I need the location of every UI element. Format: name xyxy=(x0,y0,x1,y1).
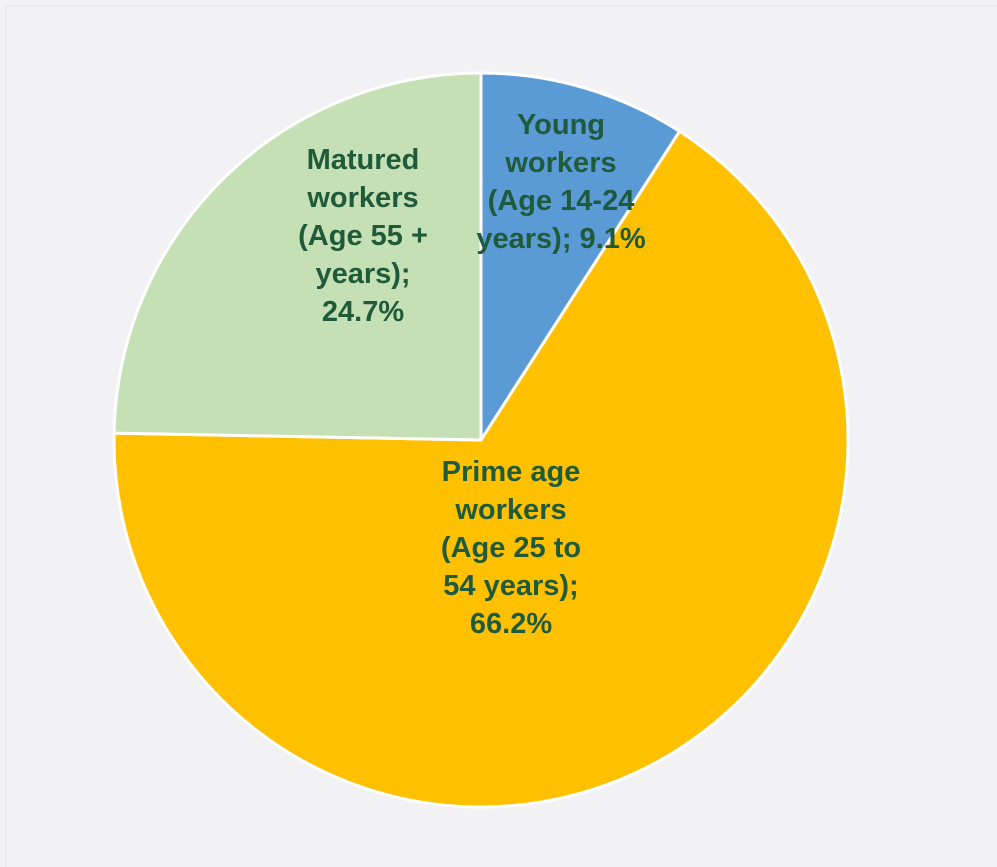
pie-label-line: (Age 14-24 xyxy=(488,185,635,217)
pie-label-line: Prime age xyxy=(442,456,581,488)
chart-frame xyxy=(5,5,997,867)
pie-label-line: Young xyxy=(517,109,605,141)
pie-label-line: 54 years); xyxy=(443,570,578,602)
pie-slice-2 xyxy=(112,129,850,809)
pie-slices xyxy=(112,71,850,809)
pie-label-line: 66.2% xyxy=(470,608,552,640)
pie-label-line: 24.7% xyxy=(322,296,404,328)
pie-label-line: workers xyxy=(306,182,418,214)
pie-label-line: years); 9.1% xyxy=(476,223,645,255)
pie-label-2: Prime age workers (Age 25 to 54 years); 66.2… xyxy=(441,456,581,640)
pie-labels: Young workers (Age 14-24 years); 9.1% Prime … xyxy=(298,109,646,640)
pie-label-1: Young workers (Age 14-24 years); 9.1% xyxy=(476,109,645,255)
pie-label-line: workers xyxy=(504,147,616,179)
pie-label-line: Matured xyxy=(307,144,420,176)
pie-slice-1 xyxy=(479,71,682,442)
pie-slice-3 xyxy=(112,71,483,442)
pie-label-line: workers xyxy=(454,494,566,526)
pie-label-3: Matured workers (Age 55 + years); 24.7% xyxy=(298,144,428,328)
pie-label-line: (Age 55 + xyxy=(298,220,428,252)
pie-label-line: years); xyxy=(315,258,410,290)
pie-label-line: (Age 25 to xyxy=(441,532,581,564)
